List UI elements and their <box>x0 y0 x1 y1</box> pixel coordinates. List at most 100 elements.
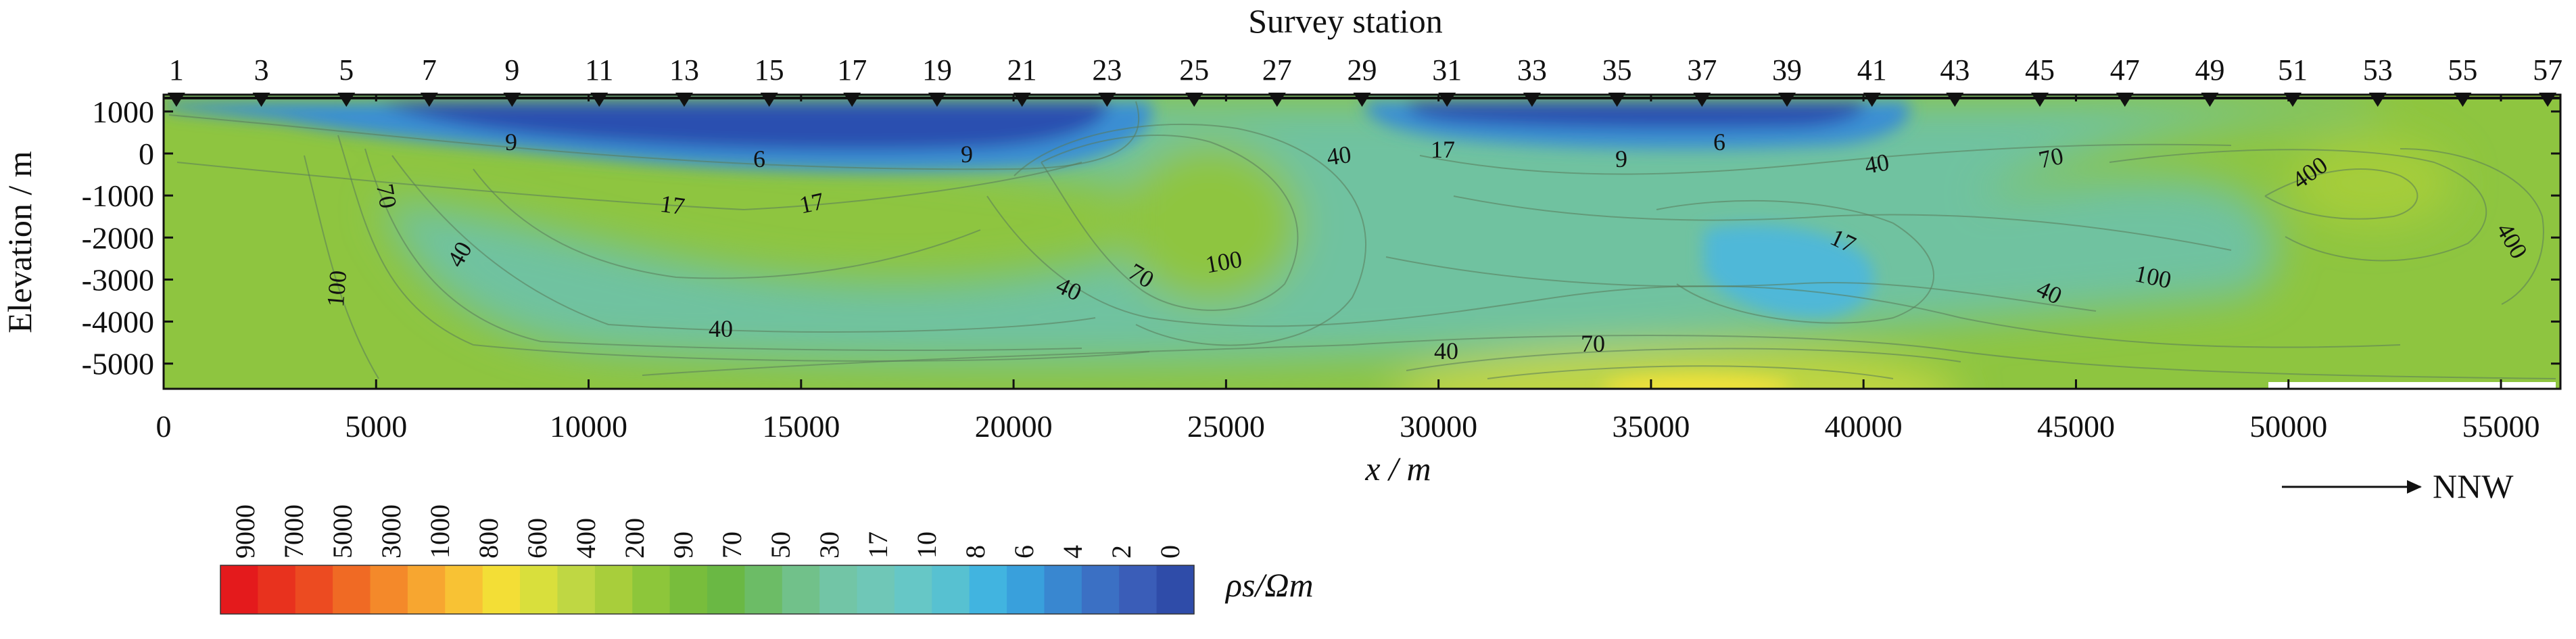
colorbar-swatch <box>819 565 858 614</box>
station-label: 31 <box>1432 53 1462 87</box>
station-marker <box>1185 93 1203 107</box>
bottom-high-resistivity-core <box>1602 375 1792 389</box>
station-label: 39 <box>1772 53 1802 87</box>
bottom-resistive-anomaly <box>1396 348 1958 389</box>
colorbar-tick-label: 800 <box>473 518 504 559</box>
x-tick-label: 5000 <box>345 409 407 444</box>
colorbar-tick-label: 600 <box>522 518 552 559</box>
x-tick-label: 30000 <box>1400 409 1477 444</box>
station-marker <box>1778 93 1796 107</box>
x-axis-label: x / m <box>1364 450 1431 488</box>
contour-label: 40 <box>1863 148 1891 179</box>
colorbar-swatch <box>295 565 333 614</box>
colorbar-tick-label: 5000 <box>327 504 358 559</box>
station-label: 13 <box>669 53 699 87</box>
station-label: 53 <box>2363 53 2393 87</box>
chart-title: Survey station <box>1248 2 1442 40</box>
y-tick-label: 1000 <box>92 95 154 129</box>
colorbar-swatch <box>370 565 408 614</box>
contour-label: 17 <box>797 187 827 219</box>
x-tick-label: 40000 <box>1825 409 1903 444</box>
station-marker <box>337 93 356 107</box>
station-marker <box>2116 93 2134 107</box>
station-label: 55 <box>2448 53 2477 87</box>
colorbar-swatch <box>632 565 671 614</box>
colorbar-swatch <box>333 565 371 614</box>
x-tick-label: 35000 <box>1612 409 1690 444</box>
station-marker <box>1098 93 1116 107</box>
colorbar-tick-label: 400 <box>571 518 601 559</box>
station-label: 49 <box>2195 53 2224 87</box>
station-label: 27 <box>1262 53 1292 87</box>
blue-conductive-patch-center <box>1704 224 1874 318</box>
colorbar-tick-label: 8 <box>960 545 991 559</box>
colorbar-label: ρs/Ωm <box>1224 566 1314 604</box>
conductive-core-east <box>1406 101 1866 128</box>
station-label: 11 <box>585 53 613 87</box>
direction-indicator: NNW <box>2282 467 2514 505</box>
station-label: 51 <box>2278 53 2308 87</box>
colorbar-swatch <box>445 565 483 614</box>
x-tick-label: 55000 <box>2462 409 2540 444</box>
colorbar-tick-label: 50 <box>765 531 796 559</box>
y-tick-label: -1000 <box>82 179 154 213</box>
station-marker <box>2454 93 2472 107</box>
y-tick-label: -3000 <box>82 262 154 297</box>
direction-label: NNW <box>2433 467 2514 505</box>
station-label: 41 <box>1857 53 1887 87</box>
station-label: 21 <box>1007 53 1037 87</box>
y-axis-label: Elevation / m <box>1 151 39 333</box>
contour-label: 40 <box>1434 337 1458 364</box>
station-marker <box>1268 93 1286 107</box>
colorbar-swatch <box>782 565 820 614</box>
colorbar-tick-label: 90 <box>668 531 698 559</box>
colorbar-swatch <box>1081 565 1120 614</box>
colorbar-frame <box>220 565 1195 615</box>
station-marker <box>2201 93 2219 107</box>
direction-arrow-icon <box>2407 480 2422 494</box>
station-marker <box>760 93 778 107</box>
station-marker <box>2031 93 2049 107</box>
colorbar-swatch <box>220 565 258 614</box>
station-label: 9 <box>504 53 519 87</box>
station-marker <box>843 93 861 107</box>
colorbar-tick-label: 0 <box>1155 545 1185 559</box>
colorbar-swatch <box>969 565 1007 614</box>
y-tick-label: -2000 <box>82 220 154 255</box>
colorbar-swatch <box>520 565 558 614</box>
colorbar-swatch <box>594 565 633 614</box>
colorbar-swatch <box>744 565 783 614</box>
station-marker <box>252 93 270 107</box>
colorbar-swatch <box>894 565 932 614</box>
x-tick-label: 50000 <box>2249 409 2327 444</box>
colorbar-tick-label: 4 <box>1057 545 1088 559</box>
colorbar-swatch <box>258 565 296 614</box>
colorbar-swatch <box>407 565 446 614</box>
colorbar-tick-label: 30 <box>814 531 844 559</box>
colorbar-swatch <box>1119 565 1158 614</box>
contour-label: 70 <box>1581 330 1605 357</box>
station-label: 43 <box>1940 53 1970 87</box>
contour-label: 100 <box>322 269 352 308</box>
station-label: 35 <box>1602 53 1632 87</box>
station-label: 19 <box>922 53 952 87</box>
colorbar-swatch <box>857 565 895 614</box>
colorbar-swatch <box>669 565 708 614</box>
conductive-core-west <box>379 101 1109 151</box>
station-label: 29 <box>1347 53 1377 87</box>
colorbar-swatch <box>1044 565 1082 614</box>
station-label: 15 <box>755 53 784 87</box>
station-marker <box>1946 93 1964 107</box>
station-label: 17 <box>837 53 867 87</box>
colorbar-tick-label: 70 <box>717 531 747 559</box>
contour-label: 17 <box>659 190 686 220</box>
contour-label: 17 <box>1431 136 1455 163</box>
station-marker <box>928 93 946 107</box>
x-tick-label: 25000 <box>1187 409 1265 444</box>
contour-label: 6 <box>753 145 765 172</box>
contour-label: 9 <box>1615 145 1627 172</box>
colorbar-tick-label: 1000 <box>425 504 455 559</box>
station-label: 3 <box>254 53 269 87</box>
colorbar: 9000 7000 5000 3000 1000 800 600 400 200 90 70 50 30… <box>220 504 1195 615</box>
